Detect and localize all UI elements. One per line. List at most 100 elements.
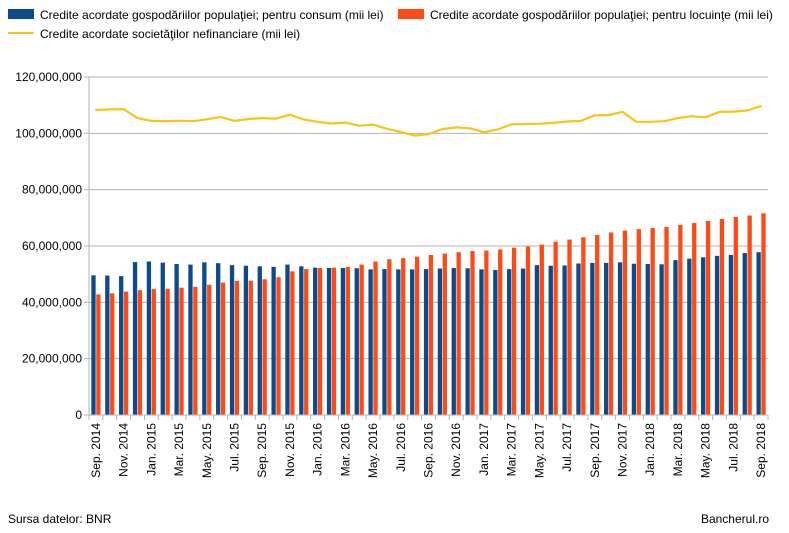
line-point bbox=[399, 131, 402, 133]
bar-locuinte bbox=[650, 227, 655, 415]
line-point bbox=[386, 127, 388, 130]
bar-locuinte bbox=[331, 267, 337, 415]
bar-consum bbox=[382, 269, 387, 415]
bar-locuinte bbox=[664, 226, 669, 415]
line-point bbox=[524, 123, 527, 125]
line-point bbox=[704, 116, 707, 119]
x-tick-label: Sep. 2018 bbox=[754, 423, 768, 478]
bar-locuinte bbox=[317, 267, 323, 415]
bar-consum bbox=[520, 268, 526, 415]
bar-consum bbox=[465, 268, 470, 415]
line-point bbox=[746, 109, 749, 112]
x-tick-label: Jul. 2018 bbox=[726, 423, 740, 472]
bar-consum bbox=[534, 265, 540, 415]
bar-locuinte bbox=[345, 266, 350, 415]
bar-locuinte bbox=[96, 294, 101, 415]
bar-consum bbox=[479, 269, 484, 415]
y-tick-label: 60,000,000 bbox=[22, 239, 82, 253]
bar-locuinte bbox=[373, 261, 378, 415]
x-tick-label: Jul. 2017 bbox=[560, 423, 574, 472]
line-point bbox=[164, 120, 167, 123]
bar-locuinte bbox=[456, 252, 461, 415]
bar-consum bbox=[396, 269, 401, 415]
line-point bbox=[192, 120, 194, 123]
line-point bbox=[718, 111, 721, 113]
x-tick-label: Jul. 2016 bbox=[394, 423, 408, 472]
bar-locuinte bbox=[234, 280, 240, 415]
bar-locuinte bbox=[165, 288, 170, 415]
bar-consum bbox=[91, 275, 96, 415]
bar-consum bbox=[714, 255, 720, 415]
bar-locuinte bbox=[151, 289, 156, 415]
y-tick-label: 80,000,000 bbox=[22, 183, 82, 197]
x-tick-label: Jan. 2015 bbox=[144, 423, 158, 476]
bar-consum bbox=[146, 261, 152, 415]
legend-label: Credite acordate gospodăriilor populaţie… bbox=[40, 8, 384, 22]
line-point bbox=[607, 114, 610, 116]
bar-locuinte bbox=[387, 259, 392, 415]
x-tick-label: Sep. 2017 bbox=[588, 423, 602, 478]
x-tick-label: Sep. 2015 bbox=[255, 423, 269, 478]
bar-consum bbox=[105, 275, 110, 415]
bar-locuinte bbox=[622, 230, 628, 415]
bar-consum bbox=[299, 266, 304, 415]
line-point bbox=[289, 113, 291, 116]
legend-swatch bbox=[398, 9, 424, 19]
x-axis: Sep. 2014 Nov. 2014 Jan. 2015 Mar. 2015 May.… bbox=[88, 414, 769, 478]
bar-consum bbox=[451, 267, 456, 415]
line-point bbox=[95, 109, 97, 111]
bar-consum bbox=[617, 262, 623, 415]
line-point bbox=[108, 108, 111, 111]
line-point bbox=[635, 120, 638, 123]
line-point bbox=[219, 116, 222, 118]
x-tick-label: Jul. 2015 bbox=[228, 423, 242, 472]
bar-locuinte bbox=[761, 213, 766, 415]
bar-consum bbox=[257, 266, 262, 415]
line-point bbox=[496, 128, 499, 131]
line-point bbox=[593, 114, 596, 117]
x-tick-label: May. 2015 bbox=[200, 423, 214, 478]
line-point bbox=[205, 118, 208, 121]
bar-consum bbox=[354, 268, 359, 415]
line-point bbox=[663, 120, 665, 123]
line-point bbox=[469, 127, 471, 130]
bar-locuinte bbox=[359, 264, 364, 415]
x-tick-label: Jan. 2017 bbox=[477, 423, 491, 476]
bar-consum bbox=[423, 269, 429, 415]
bars bbox=[91, 213, 766, 415]
line-point bbox=[122, 108, 125, 111]
x-tick-label: Jan. 2018 bbox=[643, 423, 657, 476]
line-point bbox=[302, 118, 305, 121]
bar-locuinte bbox=[470, 251, 475, 415]
bar-consum bbox=[229, 265, 235, 415]
line-point bbox=[621, 111, 624, 113]
line-point bbox=[233, 120, 236, 122]
bar-consum bbox=[645, 264, 650, 415]
bar-locuinte bbox=[553, 241, 558, 415]
bar-locuinte bbox=[262, 279, 267, 415]
x-tick-label: Mar. 2016 bbox=[338, 423, 352, 477]
line-point bbox=[690, 115, 693, 118]
line-point bbox=[552, 122, 555, 124]
line-point bbox=[316, 120, 319, 123]
bar-locuinte bbox=[137, 290, 143, 415]
bar-consum bbox=[410, 269, 415, 415]
x-tick-label: May. 2016 bbox=[366, 423, 380, 478]
bar-locuinte bbox=[595, 235, 600, 415]
line-point bbox=[358, 124, 361, 127]
y-tick-label: 0 bbox=[75, 408, 82, 422]
y-tick-label: 120,000,000 bbox=[15, 70, 82, 84]
bar-consum bbox=[631, 263, 637, 415]
x-tick-label: Jan. 2016 bbox=[311, 423, 325, 476]
bar-consum bbox=[119, 276, 124, 415]
line-point bbox=[178, 119, 180, 122]
bar-locuinte bbox=[442, 253, 447, 415]
bar-locuinte bbox=[193, 286, 198, 415]
x-tick-label: Mar. 2015 bbox=[172, 423, 186, 477]
line-point bbox=[150, 120, 153, 122]
line-point bbox=[760, 105, 762, 107]
line-point bbox=[136, 117, 139, 120]
bar-locuinte bbox=[498, 249, 503, 415]
bar-locuinte bbox=[581, 237, 586, 415]
x-tick-label: Mar. 2018 bbox=[671, 423, 685, 477]
